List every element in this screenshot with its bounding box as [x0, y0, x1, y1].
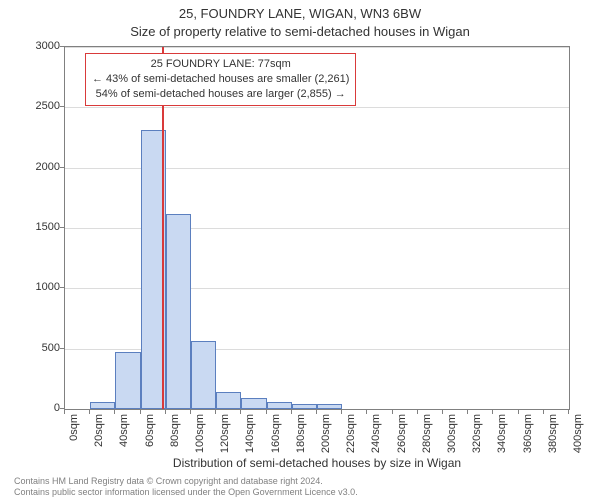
x-tick-mark — [89, 410, 90, 414]
x-tick-mark — [341, 410, 342, 414]
x-tick-mark — [518, 410, 519, 414]
histogram-bar — [216, 392, 241, 409]
info-box-line-1: 25 FOUNDRY LANE: 77sqm — [92, 57, 349, 72]
x-tick-mark — [165, 410, 166, 414]
info-box-line-3: 54% of semi-detached houses are larger (… — [92, 87, 349, 102]
y-tick-label: 1500 — [10, 221, 60, 233]
y-tick-label: 2000 — [10, 161, 60, 173]
chart-container: 25, FOUNDRY LANE, WIGAN, WN3 6BW Size of… — [0, 0, 600, 500]
plot-area: 25 FOUNDRY LANE: 77sqm← 43% of semi-deta… — [64, 46, 570, 410]
x-tick-mark — [266, 410, 267, 414]
y-tick-mark — [60, 348, 64, 349]
histogram-bar — [191, 341, 216, 409]
histogram-bar — [115, 352, 140, 409]
x-tick-mark — [366, 410, 367, 414]
y-tick-mark — [60, 227, 64, 228]
x-tick-mark — [492, 410, 493, 414]
y-tick-label: 500 — [10, 342, 60, 354]
footer-attribution: Contains HM Land Registry data © Crown c… — [14, 476, 358, 497]
y-tick-mark — [60, 287, 64, 288]
footer-line-2: Contains public sector information licen… — [14, 487, 358, 497]
y-tick-mark — [60, 408, 64, 409]
gridline — [65, 107, 569, 108]
histogram-bar — [317, 404, 342, 409]
x-tick-mark — [114, 410, 115, 414]
x-axis-label: Distribution of semi-detached houses by … — [64, 456, 570, 470]
y-tick-label: 1000 — [10, 281, 60, 293]
x-tick-mark — [215, 410, 216, 414]
x-tick-mark — [568, 410, 569, 414]
y-tick-mark — [60, 167, 64, 168]
x-tick-mark — [190, 410, 191, 414]
x-tick-mark — [240, 410, 241, 414]
x-tick-label: 400sqm — [572, 414, 584, 474]
x-tick-mark — [140, 410, 141, 414]
x-tick-mark — [64, 410, 65, 414]
x-tick-mark — [442, 410, 443, 414]
histogram-bar — [241, 398, 266, 409]
histogram-bar — [166, 214, 191, 409]
y-tick-label: 3000 — [10, 40, 60, 52]
x-tick-mark — [291, 410, 292, 414]
info-box-line-2: ← 43% of semi-detached houses are smalle… — [92, 72, 349, 87]
histogram-bar — [292, 404, 317, 409]
histogram-bar — [267, 402, 292, 409]
x-tick-mark — [467, 410, 468, 414]
chart-title: 25, FOUNDRY LANE, WIGAN, WN3 6BW — [0, 6, 600, 21]
chart-subtitle: Size of property relative to semi-detach… — [0, 24, 600, 39]
y-tick-label: 2500 — [10, 100, 60, 112]
y-tick-mark — [60, 106, 64, 107]
x-tick-mark — [543, 410, 544, 414]
info-box: 25 FOUNDRY LANE: 77sqm← 43% of semi-deta… — [85, 53, 356, 106]
footer-line-1: Contains HM Land Registry data © Crown c… — [14, 476, 358, 486]
histogram-bar — [90, 402, 115, 409]
y-tick-label: 0 — [10, 402, 60, 414]
x-tick-mark — [417, 410, 418, 414]
x-tick-mark — [392, 410, 393, 414]
y-tick-mark — [60, 46, 64, 47]
gridline — [65, 47, 569, 48]
x-tick-mark — [316, 410, 317, 414]
